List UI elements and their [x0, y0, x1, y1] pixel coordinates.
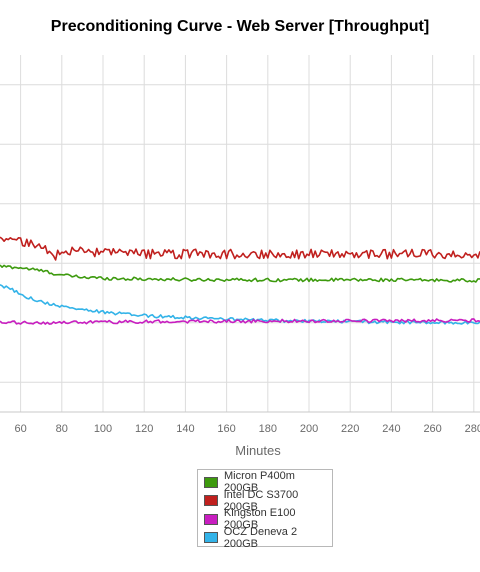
- series-line-kingston-e100-200gb: [0, 318, 480, 325]
- legend-item: Micron P400m 200GB: [204, 470, 332, 494]
- x-tick-label: 100: [94, 423, 112, 435]
- legend-label: OCZ Deneva 2 200GB: [223, 525, 298, 550]
- x-tick-label: 80: [56, 423, 68, 435]
- series-lines: [0, 236, 480, 325]
- x-tick-labels: 60 80 100 120 140 160 180 200 220 240 260 280: [14, 423, 480, 435]
- legend-item: Intel DC S3700 200GB: [204, 489, 332, 513]
- series-line-micron-p400m-200gb: [0, 264, 480, 283]
- legend-swatch: [204, 532, 218, 543]
- x-tick-label: 280: [465, 423, 480, 435]
- x-tick-label: 160: [217, 423, 235, 435]
- series-line-intel-dc-s3700-200gb: [0, 236, 480, 261]
- x-tick-label: 260: [423, 423, 441, 435]
- gridlines: [0, 55, 480, 413]
- legend-swatch: [204, 495, 218, 506]
- series-line-ocz-deneva-2-200gb: [0, 283, 480, 325]
- x-axis-label: Minutes: [235, 443, 281, 458]
- legend: Micron P400m 200GB Intel DC S3700 200GB Ki…: [197, 469, 333, 550]
- legend-item: Kingston E100 200GB: [204, 507, 332, 531]
- legend-label: Micron P400m 200GB: [223, 470, 295, 494]
- x-tick-label: 220: [341, 423, 359, 435]
- legend-label: Kingston E100 200GB: [223, 507, 296, 531]
- x-tick-label: 180: [259, 423, 277, 435]
- legend-item: OCZ Deneva 2 200GB: [204, 526, 332, 550]
- x-tick-label: 120: [135, 423, 153, 435]
- legend-label: Intel DC S3700 200GB: [223, 488, 299, 513]
- x-tick-label: 60: [14, 423, 26, 435]
- x-tick-label: 240: [382, 423, 400, 435]
- legend-swatch: [204, 513, 218, 525]
- legend-swatch: [204, 476, 218, 488]
- x-tick-label: 140: [176, 423, 194, 435]
- x-tick-label: 200: [300, 423, 318, 435]
- chart-title: Preconditioning Curve - Web Server [Thro…: [50, 18, 430, 35]
